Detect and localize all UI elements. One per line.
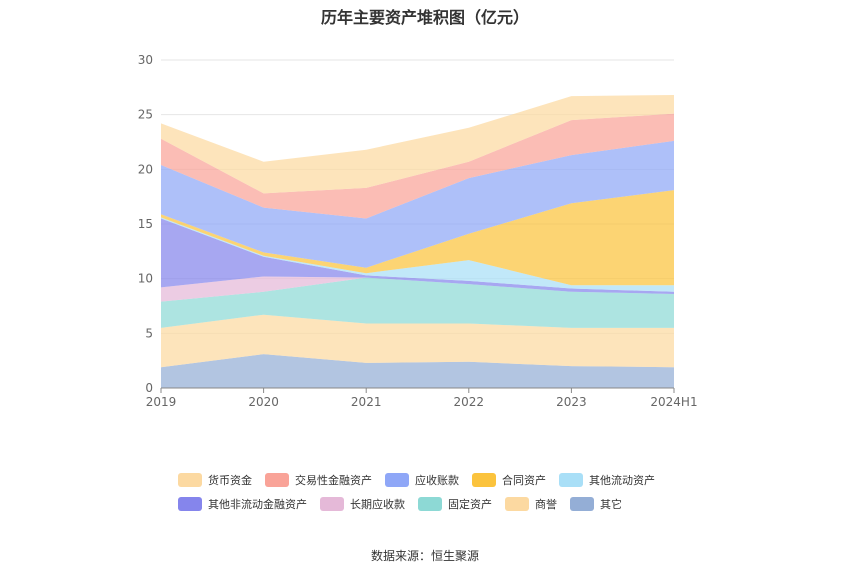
x-tick-label: 2021 xyxy=(351,395,382,409)
legend-item[interactable]: 其他流动资产 xyxy=(559,472,655,488)
area-series-8 xyxy=(161,140,674,268)
y-tick-label: 5 xyxy=(145,326,153,340)
legend-item[interactable]: 固定资产 xyxy=(418,496,492,512)
y-tick-label: 25 xyxy=(138,108,153,122)
legend-swatch xyxy=(418,497,442,511)
x-tick-label: 2022 xyxy=(454,395,485,409)
legend-label: 交易性金融资产 xyxy=(295,474,372,487)
legend-label: 长期应收款 xyxy=(350,498,405,511)
legend-swatch xyxy=(559,473,583,487)
legend-label: 其它 xyxy=(600,498,622,511)
x-tick-label: 2019 xyxy=(146,395,177,409)
x-tick-label: 2023 xyxy=(556,395,587,409)
legend-item[interactable]: 商誉 xyxy=(505,496,557,512)
legend-swatch xyxy=(320,497,344,511)
y-tick-label: 15 xyxy=(138,217,153,231)
area-series-6 xyxy=(161,217,674,292)
chart-title: 历年主要资产堆积图（亿元） xyxy=(320,8,529,27)
y-tick-label: 0 xyxy=(145,381,153,395)
legend-swatch xyxy=(505,497,529,511)
legend-item[interactable]: 长期应收款 xyxy=(320,496,405,512)
area-series-7 xyxy=(161,190,674,286)
legend-item[interactable]: 其他非流动金融资产 xyxy=(178,496,307,512)
area-series-2 xyxy=(161,314,674,368)
legend-item[interactable]: 其它 xyxy=(570,496,622,512)
area-series-5 xyxy=(161,218,674,294)
legend-item[interactable]: 货币资金 xyxy=(178,472,252,488)
area-series-10 xyxy=(161,95,674,194)
legend-swatch xyxy=(178,473,202,487)
legend-swatch xyxy=(472,473,496,487)
chart-legend: 货币资金 交易性金融资产 应收账款 合同资产 其他流动资产其他非流动金融资产 长期应收款 固… xyxy=(178,472,718,520)
y-tick-label: 30 xyxy=(138,53,153,67)
area-series-1 xyxy=(161,354,674,388)
x-tick-label: 2020 xyxy=(248,395,279,409)
data-source-note: 数据来源：恒生聚源 xyxy=(370,549,479,563)
legend-label: 合同资产 xyxy=(502,474,546,487)
legend-swatch xyxy=(385,473,409,487)
legend-label: 商誉 xyxy=(535,498,557,511)
legend-label: 货币资金 xyxy=(208,474,252,487)
legend-item[interactable]: 交易性金融资产 xyxy=(265,472,372,488)
legend-label: 固定资产 xyxy=(448,498,492,511)
y-tick-label: 10 xyxy=(138,272,153,286)
x-tick-label: 2024H1 xyxy=(650,395,697,409)
legend-swatch xyxy=(178,497,202,511)
y-tick-label: 20 xyxy=(138,162,153,176)
legend-swatch xyxy=(570,497,594,511)
legend-label: 其他流动资产 xyxy=(589,474,655,487)
area-series-9 xyxy=(161,113,674,219)
legend-swatch xyxy=(265,473,289,487)
legend-item[interactable]: 应收账款 xyxy=(385,472,459,488)
legend-label: 其他非流动金融资产 xyxy=(208,498,307,511)
legend-item[interactable]: 合同资产 xyxy=(472,472,546,488)
area-series-3 xyxy=(161,277,674,328)
legend-label: 应收账款 xyxy=(415,474,459,487)
area-series-4 xyxy=(161,276,674,302)
